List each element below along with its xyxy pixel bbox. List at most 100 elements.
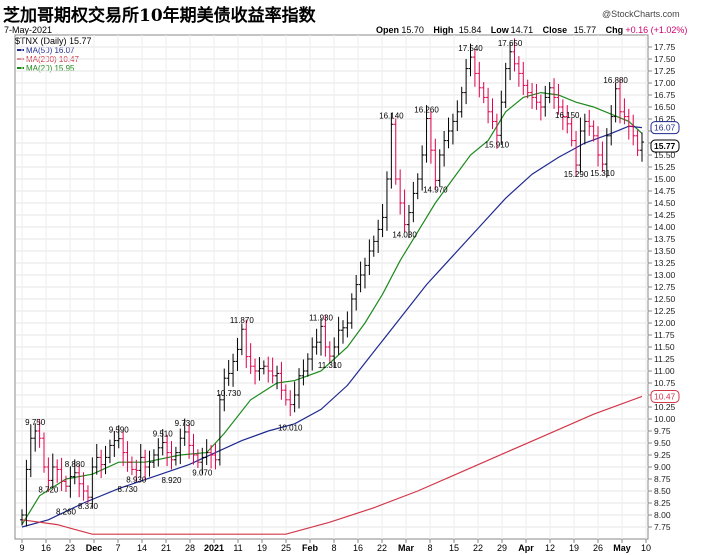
price-bar-34	[169, 441, 174, 470]
last-value-box-2	[650, 389, 680, 403]
price-bar-61	[288, 390, 293, 417]
price-label-2: 8.880	[65, 460, 86, 469]
y-tick-label-31: 15.50	[654, 150, 676, 160]
x-tick-label-15: 22	[377, 543, 387, 553]
y-tick-label-28: 14.75	[654, 186, 676, 196]
y-tick-label-6: 9.25	[654, 450, 671, 460]
price-bar-37	[182, 418, 187, 446]
price-label-10: 9.730	[175, 419, 196, 428]
price-bar-60	[283, 384, 288, 406]
price-bar-101	[464, 59, 469, 105]
quote-label-0: Open	[376, 25, 399, 35]
chart-title: 芝加哥期权交易所10年期美债收益率指数	[3, 6, 316, 26]
price-bar-41	[200, 447, 205, 474]
price-bar-67	[314, 328, 319, 355]
y-tick-label-2: 8.25	[654, 498, 671, 508]
price-bar-39	[191, 433, 196, 465]
price-label-16: 11.310	[318, 361, 342, 370]
y-tick-label-8: 9.75	[654, 426, 671, 436]
chart-date: 7-May-2021	[4, 25, 52, 35]
x-tick-label-5: 14	[137, 543, 147, 553]
price-bar-80	[371, 235, 376, 257]
y-tick-label-25: 14.00	[654, 222, 676, 232]
price-label-8: 9.510	[153, 430, 174, 439]
price-bar-122	[556, 83, 561, 115]
price-bars	[20, 38, 644, 527]
y-tick-label-36: 16.75	[654, 90, 676, 100]
price-bar-0	[20, 509, 24, 526]
price-bar-42	[204, 439, 209, 466]
last-value-text-1: 15.77	[654, 141, 676, 151]
last-value-text-2: 10.47	[654, 391, 676, 401]
price-bar-107	[490, 98, 495, 130]
quote-label-4: Chg	[606, 25, 624, 35]
price-bar-56	[266, 356, 271, 383]
price-bar-23	[121, 431, 126, 467]
price-bar-4	[37, 419, 42, 448]
price-bar-68	[319, 318, 324, 356]
price-bar-93	[428, 110, 433, 164]
price-label-12: 11.870	[230, 316, 254, 325]
price-label-21: 17.540	[458, 44, 483, 53]
price-bar-29	[147, 450, 152, 477]
price-label-19: 16.260	[414, 106, 439, 115]
quote-value-2: 14.71	[511, 25, 534, 35]
x-tick-label-18: 15	[449, 543, 459, 553]
price-bar-22	[116, 425, 121, 449]
price-bar-27	[138, 443, 143, 479]
y-tick-label-37: 17.00	[654, 78, 676, 88]
quote-readout: Open 15.70 High 15.84 Low 14.71 Close 15.77 Chg +…	[376, 25, 687, 35]
y-tick-label-9: 10.00	[654, 414, 676, 424]
price-bar-126	[574, 131, 579, 177]
price-bar-17	[94, 443, 99, 475]
y-tick-label-22: 13.25	[654, 258, 676, 268]
price-bar-28	[143, 449, 148, 481]
price-bar-33	[165, 434, 170, 467]
price-bar-58	[275, 365, 280, 390]
price-bar-59	[279, 361, 284, 400]
price-bar-124	[565, 105, 570, 134]
y-tick-label-10: 10.25	[654, 402, 676, 412]
price-bar-51	[244, 319, 249, 369]
price-bar-92	[424, 105, 429, 163]
price-bar-81	[376, 219, 381, 253]
price-bar-49	[235, 337, 240, 371]
price-bar-10	[63, 475, 68, 492]
price-bar-20	[107, 439, 112, 464]
x-tick-label-25: May	[613, 543, 631, 553]
price-bar-88	[406, 204, 411, 239]
x-tick-label-21: Apr	[518, 543, 534, 553]
price-label-11: 9.070	[192, 469, 213, 478]
x-tick-label-11: 25	[281, 543, 291, 553]
price-bar-109	[499, 90, 504, 145]
price-bar-13	[77, 465, 82, 498]
price-bar-106	[486, 87, 491, 124]
x-tick-label-24: 26	[593, 543, 603, 553]
last-value-box-0	[650, 121, 680, 135]
x-tick-label-19: 22	[473, 543, 483, 553]
symbol-line: $TNX (Daily) 15.77	[15, 36, 92, 46]
price-bar-114	[521, 61, 526, 95]
price-bar-115	[525, 79, 530, 99]
price-bar-50	[239, 323, 244, 356]
price-bar-2	[28, 424, 33, 478]
price-bar-99	[455, 100, 460, 131]
price-bar-100	[459, 86, 464, 118]
price-bar-141	[640, 132, 644, 162]
price-bar-30	[151, 449, 156, 468]
price-bar-96	[442, 131, 447, 167]
price-bar-97	[446, 117, 451, 149]
price-bar-132	[600, 141, 605, 172]
price-label-7: 8.930	[126, 475, 147, 484]
price-bar-112	[512, 38, 517, 72]
price-label-9: 8.920	[161, 476, 182, 485]
y-tick-label-24: 13.75	[654, 234, 676, 244]
price-bar-26	[134, 459, 139, 482]
price-bar-95	[437, 149, 442, 187]
price-bar-55	[261, 360, 266, 375]
y-tick-label-18: 12.25	[654, 306, 676, 316]
ma-line-2	[21, 395, 643, 535]
price-bar-31	[156, 438, 161, 467]
price-bar-74	[345, 311, 350, 338]
